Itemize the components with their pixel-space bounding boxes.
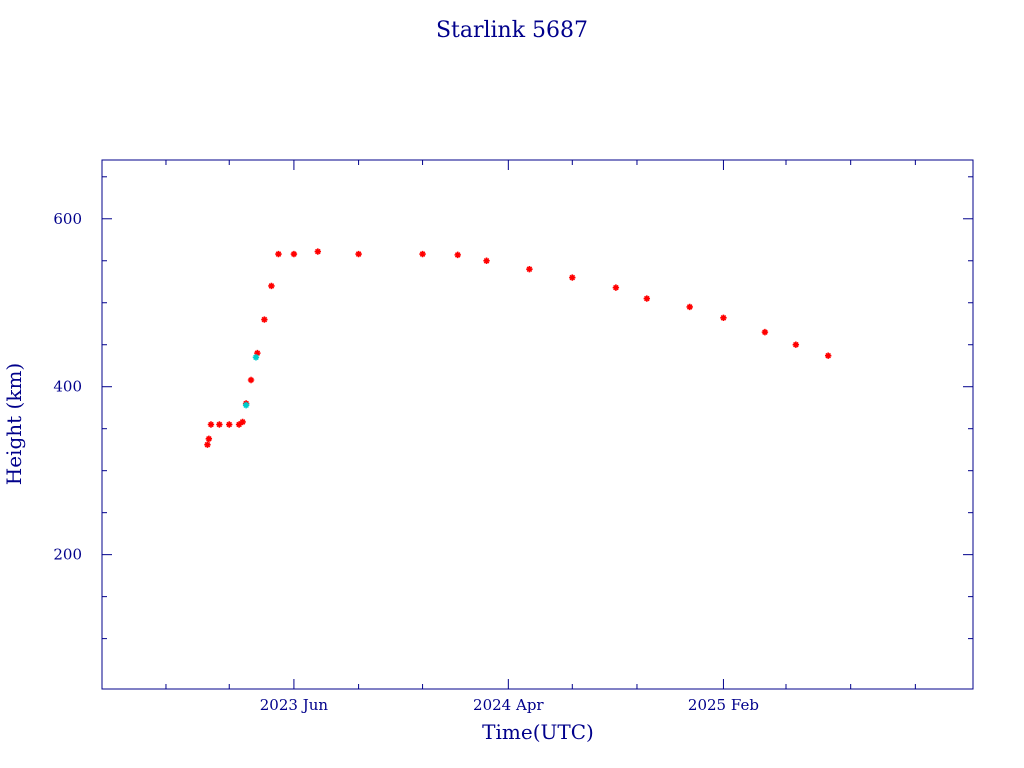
data-point bbox=[268, 282, 275, 290]
data-point bbox=[239, 418, 246, 426]
axis-ticks bbox=[102, 160, 973, 689]
x-tick-label: 2025 Feb bbox=[688, 696, 759, 714]
x-tick-label: 2023 Jun bbox=[260, 696, 329, 714]
data-point bbox=[247, 376, 255, 384]
data-point bbox=[252, 354, 260, 361]
data-point bbox=[275, 250, 282, 258]
data-points bbox=[204, 248, 832, 448]
y-tick-label: 400 bbox=[53, 378, 82, 396]
data-point bbox=[643, 295, 651, 302]
data-point bbox=[207, 421, 215, 428]
chart-title: Starlink 5687 bbox=[436, 18, 588, 43]
data-point bbox=[483, 257, 490, 264]
data-point bbox=[254, 349, 261, 357]
data-point bbox=[205, 435, 213, 442]
x-axis-label: Time(UTC) bbox=[482, 720, 594, 744]
y-axis-label: Height (km) bbox=[2, 363, 26, 485]
data-point bbox=[686, 303, 693, 311]
data-point bbox=[761, 328, 769, 336]
data-point bbox=[419, 250, 426, 258]
data-point bbox=[792, 341, 800, 348]
data-point bbox=[720, 314, 727, 322]
x-tick-label: 2024 Apr bbox=[473, 696, 544, 714]
y-tick-label: 600 bbox=[53, 210, 82, 228]
data-point bbox=[235, 421, 243, 428]
data-point bbox=[355, 250, 362, 258]
data-point bbox=[454, 251, 461, 259]
y-tick-label: 200 bbox=[53, 546, 82, 564]
data-point bbox=[204, 441, 211, 448]
axis-tick-labels: 2023 Jun 2024 Apr 2025 Feb 200 400 600 bbox=[53, 210, 759, 714]
data-point bbox=[824, 352, 832, 359]
data-point bbox=[314, 248, 322, 255]
data-point bbox=[526, 265, 533, 273]
data-point bbox=[216, 421, 223, 428]
data-point bbox=[290, 250, 298, 258]
data-point bbox=[242, 401, 250, 409]
data-point bbox=[226, 421, 233, 428]
data-point bbox=[261, 316, 268, 323]
data-point bbox=[569, 274, 576, 281]
data-point bbox=[612, 284, 620, 291]
plot-frame bbox=[101, 159, 974, 690]
